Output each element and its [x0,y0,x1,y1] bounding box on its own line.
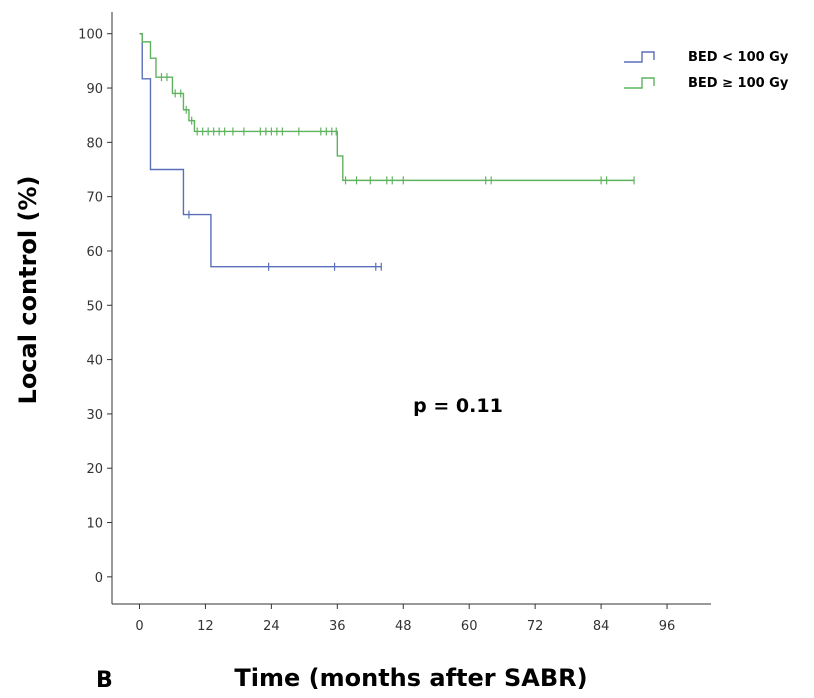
y-tick-label: 40 [86,354,103,369]
y-tick-label: 90 [86,82,103,97]
y-tick-label: 30 [86,408,103,423]
y-tick-label: 80 [86,136,103,151]
y-tick-label: 60 [86,245,103,260]
legend: BED < 100 Gy BED ≥ 100 Gy [624,50,789,91]
x-ticks: 0 12 24 36 48 60 72 84 96 [135,604,675,634]
legend-label: BED ≥ 100 Gy [688,76,789,91]
x-axis-title: Time (months after SABR) [234,664,587,692]
axes [111,12,711,605]
series-line [139,33,382,268]
y-tick-label: 20 [86,462,103,477]
legend-item: BED ≥ 100 Gy [624,76,789,91]
y-tick-label: 70 [86,191,103,206]
y-tick-label: 10 [86,517,103,532]
x-tick-label: 60 [461,619,478,634]
legend-label: BED < 100 Gy [688,50,789,65]
legend-item: BED < 100 Gy [624,50,789,65]
x-tick-label: 36 [329,619,346,634]
x-tick-label: 48 [395,619,412,634]
series-bed-lt-100 [139,33,382,271]
p-value-annotation: p = 0.11 [413,395,503,417]
x-tick-label: 24 [263,619,280,634]
y-ticks: 0 10 20 30 40 50 60 70 80 90 100 [78,28,112,586]
panel-label: B [96,668,113,693]
y-tick-label: 50 [86,299,103,314]
y-tick-label: 0 [95,571,103,586]
x-tick-label: 96 [659,619,676,634]
x-tick-label: 12 [197,619,214,634]
legend-swatch [624,51,655,63]
x-tick-label: 0 [135,619,143,634]
y-axis-title: Local control (%) [14,176,42,405]
series-layer [139,33,635,271]
x-tick-label: 84 [593,619,610,634]
legend-swatch [624,77,655,89]
series-bed-ge-100 [139,33,635,185]
series-line [139,33,635,182]
y-tick-label: 100 [78,28,103,43]
x-tick-label: 72 [527,619,544,634]
